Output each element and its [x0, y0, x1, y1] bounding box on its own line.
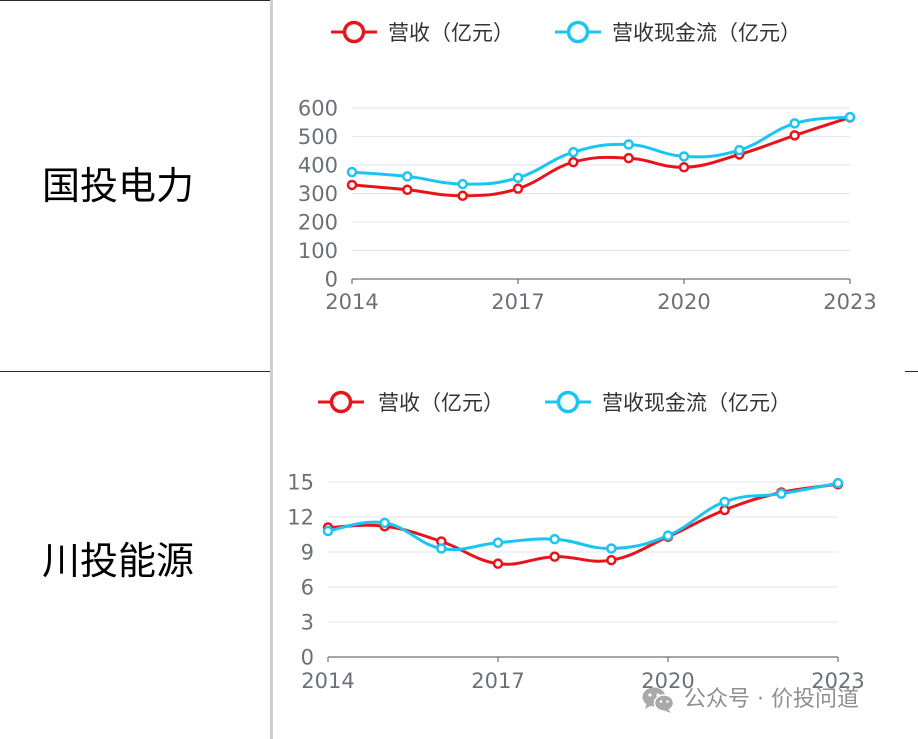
cashflow-point-2015 [379, 517, 390, 529]
cashflow-point-2016 [436, 543, 447, 554]
revenue-point-2017 [492, 558, 504, 569]
revenue-point-2015 [402, 184, 413, 196]
y-tick-label: 400 [298, 154, 338, 178]
revenue-line [350, 115, 852, 198]
table-cell-company-2: 川投能源 [0, 371, 270, 739]
y-tick-label: 300 [298, 182, 338, 206]
y-tick-label: 15 [287, 471, 314, 495]
cashflow-point-2017 [492, 537, 504, 548]
legend-label: 营收现金流（亿元） [612, 21, 801, 45]
y-tick-label: 0 [325, 268, 338, 292]
cashflow-point-2020 [662, 530, 674, 541]
wechat-icon [642, 687, 674, 713]
column-divider [270, 0, 273, 739]
cashflow-point-2022 [776, 488, 787, 499]
y-tick-label: 100 [298, 239, 338, 263]
legend-label: 营收（亿元） [388, 21, 514, 45]
legend-circle-symbol [329, 390, 353, 414]
cashflow-point-2014 [346, 166, 358, 178]
cashflow-point-2018 [568, 146, 579, 158]
cashflow-point-2020 [678, 151, 690, 162]
watermark-text: 公众号 · 价投问道 [684, 687, 859, 712]
table-cell-company-1: 国投电力 [0, 0, 270, 371]
cashflow-point-2015 [402, 171, 413, 182]
cashflow-point-2023 [832, 477, 844, 489]
legend-item-cashflow: 营收现金流（亿元） [555, 20, 801, 45]
legend-item-revenue: 营收（亿元） [331, 20, 514, 45]
legend-circle-symbol [566, 20, 590, 44]
cashflow-point-2021 [734, 144, 745, 156]
line-chart-1: 0 100 200 300 400 500 600 2014 2017 2020 2023 营收（亿元… [298, 20, 877, 314]
y-tick-label: 9 [301, 541, 314, 565]
revenue-line [326, 482, 840, 566]
revenue-point-2018 [568, 156, 579, 168]
cashflow-point-2019 [623, 139, 634, 150]
revenue-point-2017 [512, 183, 524, 194]
cashflow-point-2018 [549, 533, 560, 545]
revenue-point-2020 [678, 162, 690, 173]
legend-item-revenue: 营收（亿元） [318, 390, 504, 415]
revenue-point-2016 [457, 190, 468, 202]
cashflow-point-2016 [457, 178, 468, 190]
legend-label: 营收现金流（亿元） [602, 391, 791, 415]
x-tick-label: 2014 [301, 669, 354, 693]
y-tick-label: 600 [298, 97, 338, 121]
revenue-point-2014 [346, 179, 358, 191]
legend-label: 营收（亿元） [378, 391, 504, 415]
x-tick-label: 2017 [471, 669, 524, 693]
x-tick-label: 2014 [325, 290, 378, 314]
legend-circle-symbol [342, 20, 366, 44]
cashflow-line [350, 115, 852, 186]
y-tick-label: 6 [301, 576, 314, 600]
revenue-point-2022 [789, 130, 800, 141]
y-tick-label: 500 [298, 125, 338, 149]
company-column: 国投电力 川投能源 [0, 0, 270, 739]
legend-circle-symbol [556, 390, 580, 414]
y-tick-label: 3 [301, 611, 314, 635]
x-tick-label: 2017 [491, 290, 544, 314]
y-tick-label: 200 [298, 211, 338, 235]
company-name: 川投能源 [42, 538, 195, 583]
revenue-point-2019 [606, 554, 617, 566]
company-name: 国投电力 [42, 164, 195, 208]
watermark: 公众号 · 价投问道 [642, 686, 859, 714]
cashflow-line [326, 481, 840, 552]
revenue-point-2021 [719, 504, 730, 516]
x-tick-label: 2020 [657, 290, 710, 314]
revenue-point-2018 [549, 551, 560, 562]
cashflow-point-2014 [322, 525, 334, 537]
row-divider [905, 371, 918, 372]
cashflow-point-2022 [789, 118, 800, 129]
y-tick-label: 12 [287, 506, 314, 530]
legend-item-cashflow: 营收现金流（亿元） [545, 390, 791, 415]
cashflow-point-2021 [719, 496, 730, 508]
revenue-point-2019 [623, 152, 634, 164]
y-tick-label: 0 [301, 646, 314, 670]
cashflow-point-2017 [512, 172, 524, 184]
x-tick-label: 2023 [823, 290, 876, 314]
x-tick-label: 2023 [811, 669, 864, 693]
cashflow-point-2023 [844, 111, 856, 123]
cashflow-point-2019 [606, 543, 617, 554]
